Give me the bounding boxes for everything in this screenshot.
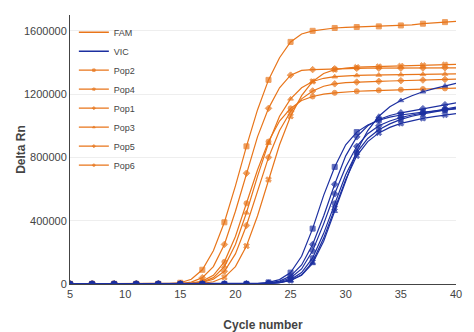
svg-text:400000: 400000 (30, 215, 67, 227)
svg-text:1600000: 1600000 (24, 25, 67, 37)
svg-text:Cycle number: Cycle number (223, 318, 303, 332)
svg-text:5: 5 (67, 288, 73, 300)
svg-text:0: 0 (61, 278, 67, 290)
svg-text:15: 15 (174, 288, 186, 300)
svg-text:FAM: FAM (114, 28, 133, 38)
svg-text:Delta Rn: Delta Rn (14, 125, 28, 174)
svg-text:20: 20 (229, 288, 241, 300)
svg-text:1200000: 1200000 (24, 88, 67, 100)
svg-text:30: 30 (340, 288, 352, 300)
svg-text:10: 10 (119, 288, 131, 300)
svg-text:VIC: VIC (114, 47, 130, 57)
svg-text:Pop5: Pop5 (114, 142, 135, 152)
svg-text:Pop6: Pop6 (114, 161, 135, 171)
svg-text:Pop4: Pop4 (114, 85, 135, 95)
svg-text:25: 25 (284, 288, 296, 300)
svg-text:35: 35 (395, 288, 407, 300)
svg-text:Pop1: Pop1 (114, 104, 135, 114)
svg-text:Pop3: Pop3 (114, 123, 135, 133)
svg-text:800000: 800000 (30, 151, 67, 163)
svg-text:40: 40 (450, 288, 462, 300)
svg-text:Pop2: Pop2 (114, 66, 135, 76)
